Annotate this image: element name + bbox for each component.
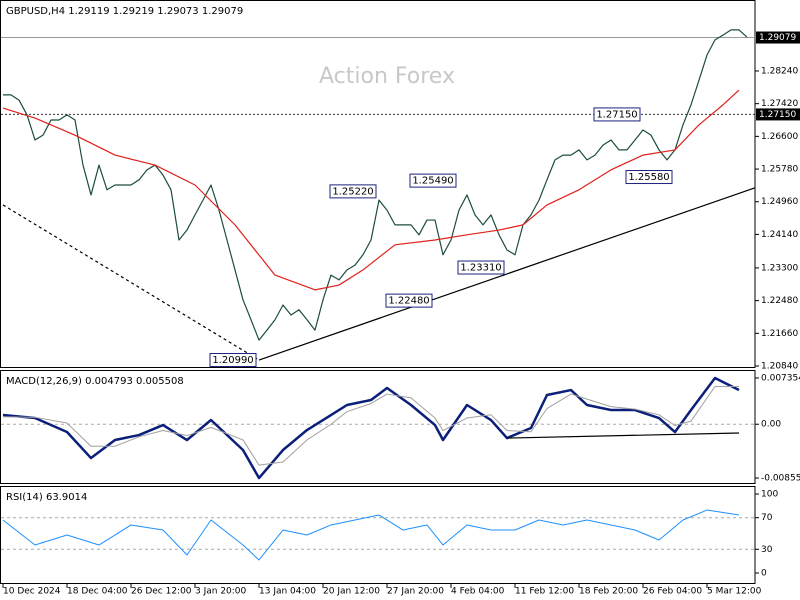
x-tick-label: 4 Feb 04:00	[451, 587, 505, 597]
y-tick-label: -0.008558	[761, 474, 800, 484]
x-tick-label: 13 Jan 04:00	[259, 587, 316, 597]
x-tick-label: 11 Feb 12:00	[515, 587, 574, 597]
panel-frame	[0, 486, 756, 584]
panel-frame	[0, 0, 756, 368]
x-tick-label: 10 Dec 2024	[3, 587, 61, 597]
annotation-box	[385, 293, 433, 308]
annotation-label: 1.20990	[212, 355, 253, 366]
panel-title: GBPUSD,H4 1.29119 1.29219 1.29073 1.2907…	[6, 6, 243, 17]
y-tick-label: 30	[761, 545, 773, 555]
series-line	[2, 89, 740, 291]
x-tick-label: 18 Feb 20:00	[579, 587, 638, 597]
trendline	[506, 432, 740, 439]
annotation-box	[409, 173, 457, 188]
x-tick-label: 5 Mar 12:00	[707, 587, 762, 597]
y-tick-label: 1.25780	[761, 165, 798, 175]
panel-title: MACD(12,26,9) 0.004793 0.005508	[6, 376, 184, 387]
x-tick-label: 3 Jan 20:00	[195, 587, 247, 597]
series-line	[2, 386, 739, 466]
price-marker-label: 1.29079	[759, 33, 796, 43]
y-tick-label: 1.24960	[761, 197, 798, 207]
y-tick-label: 1.23300	[761, 263, 798, 273]
trendline	[258, 187, 756, 361]
annotation-label: 1.27150	[596, 109, 637, 120]
y-tick-label: 1.27420	[761, 99, 798, 109]
annotation-label: 1.25490	[412, 176, 453, 187]
y-tick-label: 1.20840	[761, 362, 798, 372]
y-tick-label: 1.21660	[761, 329, 798, 339]
y-tick-label: 1.24140	[761, 230, 798, 240]
y-tick-label: 1.22480	[761, 296, 798, 306]
series-line	[2, 376, 740, 480]
panel-frame	[0, 370, 756, 484]
y-tick-label: 0	[761, 568, 767, 578]
y-tick-label: 0.007354	[761, 374, 800, 384]
panel-title: RSI(14) 63.9014	[6, 492, 87, 503]
annotation-box	[329, 184, 377, 199]
annotation-label: 1.25580	[628, 172, 669, 183]
x-tick-label: 20 Jan 12:00	[323, 587, 380, 597]
price-marker-label: 1.27150	[759, 110, 796, 120]
trendline	[2, 204, 260, 361]
annotation-box	[593, 107, 641, 122]
series-line	[2, 509, 740, 561]
x-tick-label: 26 Dec 12:00	[131, 587, 192, 597]
series-line	[3, 29, 748, 341]
annotation-label: 1.22480	[388, 296, 429, 307]
annotation-box	[209, 353, 257, 368]
annotation-label: 1.25220	[332, 186, 373, 197]
price-marker-box	[756, 31, 800, 44]
y-tick-label: 1.28240	[761, 66, 798, 76]
y-tick-label: 70	[761, 513, 773, 523]
x-tick-label: 18 Dec 04:00	[67, 587, 128, 597]
annotation-box	[457, 260, 505, 275]
x-tick-label: 27 Jan 20:00	[387, 587, 444, 597]
annotation-box	[625, 170, 673, 185]
y-tick-label: 0.00	[761, 420, 781, 430]
annotation-label: 1.23310	[460, 263, 501, 274]
watermark: Action Forex	[319, 64, 455, 89]
x-tick-label: 26 Feb 04:00	[643, 587, 702, 597]
y-tick-label: 1.26600	[761, 132, 798, 142]
price-marker-box	[756, 108, 800, 121]
y-tick-label: 100	[761, 490, 778, 500]
